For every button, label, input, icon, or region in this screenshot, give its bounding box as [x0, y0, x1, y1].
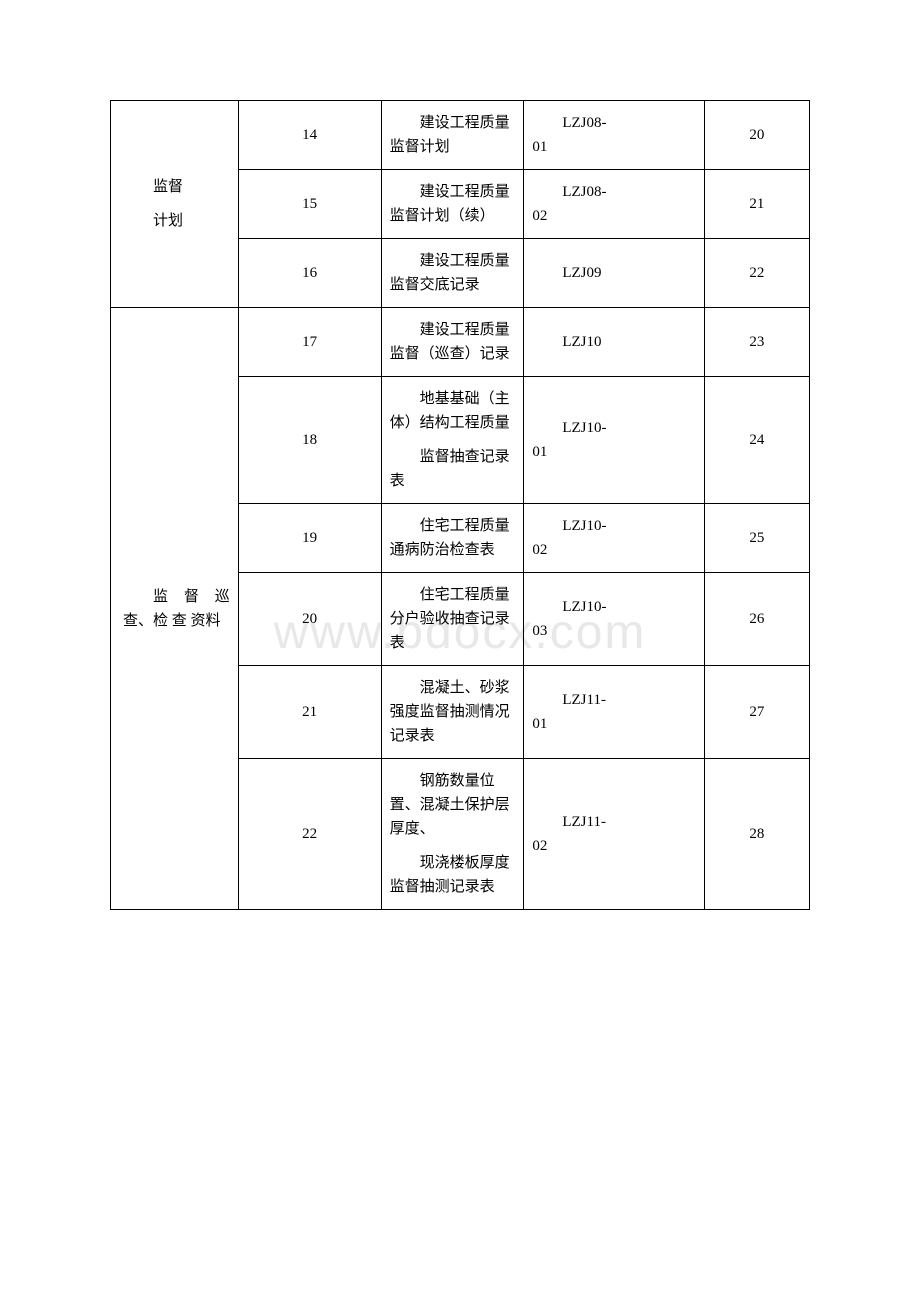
desc-text: 建设工程质量监督（巡查）记录 [390, 318, 516, 366]
page-cell: 24 [704, 377, 809, 504]
seq-cell: 18 [238, 377, 381, 504]
code-cell: LZJ11- 01 [524, 666, 704, 759]
code-cell: LZJ08- 02 [524, 170, 704, 239]
code-prefix: LZJ10- [532, 416, 695, 440]
code-prefix: LZJ10- [532, 514, 695, 538]
desc-text: 建设工程质量监督交底记录 [390, 249, 516, 297]
page-cell: 26 [704, 573, 809, 666]
desc-text-p2: 现浇楼板厚度监督抽测记录表 [390, 851, 516, 899]
code-cell: LZJ08- 01 [524, 101, 704, 170]
code-suffix: 01 [532, 135, 695, 159]
desc-text: 住宅工程质量通病防治检查表 [390, 514, 516, 562]
page-cell: 21 [704, 170, 809, 239]
desc-cell: 地基基础（主体）结构工程质量 监督抽查记录表 [381, 377, 524, 504]
page-cell: 27 [704, 666, 809, 759]
desc-cell: 建设工程质量监督计划 [381, 101, 524, 170]
code-suffix: 02 [532, 538, 695, 562]
code-cell: LZJ10- 01 [524, 377, 704, 504]
code-prefix: LZJ10- [532, 595, 695, 619]
seq-cell: 21 [238, 666, 381, 759]
page-cell: 28 [704, 759, 809, 910]
desc-text-p1: 地基基础（主体）结构工程质量 [390, 387, 516, 435]
desc-text: 混凝土、砂浆强度监督抽测情况记录表 [390, 676, 516, 748]
seq-cell: 22 [238, 759, 381, 910]
table-row: 监督 计划 14 建设工程质量监督计划 LZJ08- 01 20 [111, 101, 810, 170]
document-table: 监督 计划 14 建设工程质量监督计划 LZJ08- 01 20 15 建设工程… [110, 100, 810, 910]
code-cell: LZJ10 [524, 308, 704, 377]
seq-cell: 16 [238, 239, 381, 308]
table-row: 监 督 巡查、检 查 资料 17 建设工程质量监督（巡查）记录 LZJ10 23 [111, 308, 810, 377]
page-cell: 20 [704, 101, 809, 170]
desc-cell: 建设工程质量监督（巡查）记录 [381, 308, 524, 377]
desc-text: 住宅工程质量分户验收抽查记录表 [390, 583, 516, 655]
category-cell: 监 督 巡查、检 查 资料 [111, 308, 239, 910]
desc-cell: 住宅工程质量分户验收抽查记录表 [381, 573, 524, 666]
page-cell: 25 [704, 504, 809, 573]
desc-cell: 钢筋数量位置、混凝土保护层厚度、 现浇楼板厚度监督抽测记录表 [381, 759, 524, 910]
category-line: 计划 [123, 209, 230, 233]
desc-text: 建设工程质量监督计划（续） [390, 180, 516, 228]
code-cell: LZJ10- 03 [524, 573, 704, 666]
seq-cell: 17 [238, 308, 381, 377]
category-cell: 监督 计划 [111, 101, 239, 308]
seq-cell: 19 [238, 504, 381, 573]
code-single: LZJ10 [532, 330, 695, 354]
desc-cell: 住宅工程质量通病防治检查表 [381, 504, 524, 573]
code-cell: LZJ10- 02 [524, 504, 704, 573]
code-suffix: 03 [532, 619, 695, 643]
desc-text-p1: 钢筋数量位置、混凝土保护层厚度、 [390, 769, 516, 841]
seq-cell: 20 [238, 573, 381, 666]
desc-text: 建设工程质量监督计划 [390, 111, 516, 159]
code-suffix: 01 [532, 712, 695, 736]
code-suffix: 01 [532, 440, 695, 464]
code-single: LZJ09 [532, 261, 695, 285]
code-suffix: 02 [532, 204, 695, 228]
desc-cell: 建设工程质量监督交底记录 [381, 239, 524, 308]
page-cell: 22 [704, 239, 809, 308]
seq-cell: 14 [238, 101, 381, 170]
page-cell: 23 [704, 308, 809, 377]
code-prefix: LZJ08- [532, 180, 695, 204]
desc-text-p2: 监督抽查记录表 [390, 445, 516, 493]
category-line: 监督 [123, 175, 230, 199]
code-prefix: LZJ08- [532, 111, 695, 135]
desc-cell: 混凝土、砂浆强度监督抽测情况记录表 [381, 666, 524, 759]
code-cell: LZJ11- 02 [524, 759, 704, 910]
desc-cell: 建设工程质量监督计划（续） [381, 170, 524, 239]
code-cell: LZJ09 [524, 239, 704, 308]
seq-cell: 15 [238, 170, 381, 239]
category-text: 监 督 巡查、检 查 资料 [123, 585, 230, 633]
code-suffix: 02 [532, 834, 695, 858]
code-prefix: LZJ11- [532, 688, 695, 712]
code-prefix: LZJ11- [532, 810, 695, 834]
